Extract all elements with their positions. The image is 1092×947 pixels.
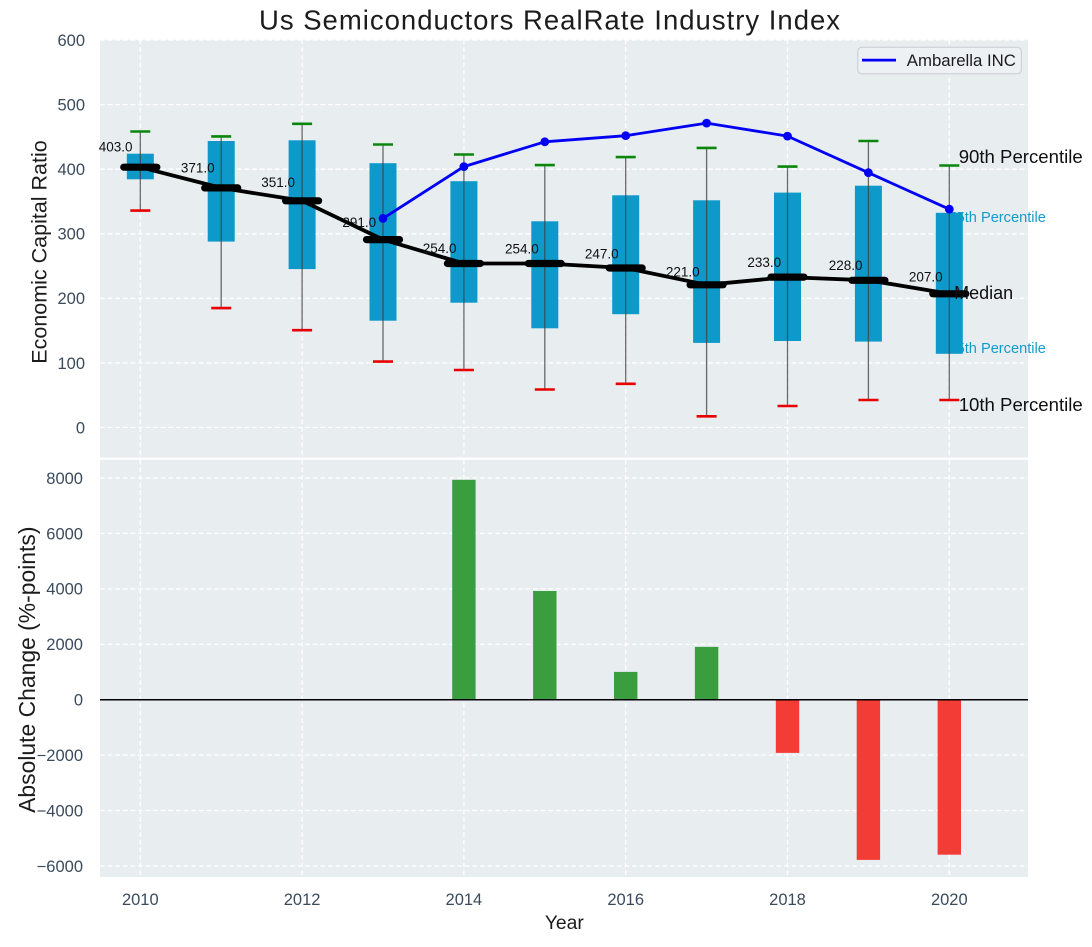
svg-text:371.0: 371.0 xyxy=(181,161,215,176)
svg-text:Absolute Change (%-points): Absolute Change (%-points) xyxy=(14,527,40,813)
svg-text:2014: 2014 xyxy=(446,891,483,909)
svg-text:90th Percentile: 90th Percentile xyxy=(959,146,1083,167)
svg-text:2000: 2000 xyxy=(46,636,83,654)
svg-text:0: 0 xyxy=(76,419,85,437)
svg-text:75th Percentile: 75th Percentile xyxy=(949,210,1046,226)
svg-text:233.0: 233.0 xyxy=(747,255,781,270)
svg-text:228.0: 228.0 xyxy=(829,258,863,273)
svg-text:25th Percentile: 25th Percentile xyxy=(949,341,1046,357)
svg-text:−6000: −6000 xyxy=(37,858,83,876)
svg-text:2016: 2016 xyxy=(607,891,644,909)
svg-text:−4000: −4000 xyxy=(37,802,83,820)
svg-text:291.0: 291.0 xyxy=(342,215,376,230)
svg-text:403.0: 403.0 xyxy=(99,140,133,155)
svg-text:8000: 8000 xyxy=(46,470,83,488)
svg-text:254.0: 254.0 xyxy=(423,241,457,256)
svg-text:4000: 4000 xyxy=(46,581,83,599)
svg-text:Year: Year xyxy=(545,913,585,934)
svg-text:221.0: 221.0 xyxy=(666,264,700,279)
svg-text:Us Semiconductors RealRate Ind: Us Semiconductors RealRate Industry Inde… xyxy=(259,5,841,36)
svg-text:207.0: 207.0 xyxy=(909,270,943,285)
svg-text:2020: 2020 xyxy=(931,891,968,909)
svg-text:2018: 2018 xyxy=(769,891,806,909)
svg-text:2012: 2012 xyxy=(284,891,321,909)
svg-text:Ambarella INC: Ambarella INC xyxy=(907,51,1016,70)
svg-text:300: 300 xyxy=(57,226,85,244)
svg-text:10th Percentile: 10th Percentile xyxy=(959,394,1083,415)
svg-text:0: 0 xyxy=(74,692,83,710)
svg-text:400: 400 xyxy=(57,161,85,179)
svg-text:200: 200 xyxy=(57,290,85,308)
svg-text:351.0: 351.0 xyxy=(261,175,295,190)
svg-text:600: 600 xyxy=(57,32,85,50)
svg-text:247.0: 247.0 xyxy=(585,246,619,261)
svg-text:2010: 2010 xyxy=(122,891,159,909)
svg-text:100: 100 xyxy=(57,355,85,373)
svg-text:254.0: 254.0 xyxy=(505,242,539,257)
svg-text:−2000: −2000 xyxy=(37,747,83,765)
svg-text:6000: 6000 xyxy=(46,525,83,543)
svg-text:Economic Capital Ratio: Economic Capital Ratio xyxy=(28,140,52,364)
svg-text:500: 500 xyxy=(57,96,85,114)
svg-text:Median: Median xyxy=(954,283,1013,303)
